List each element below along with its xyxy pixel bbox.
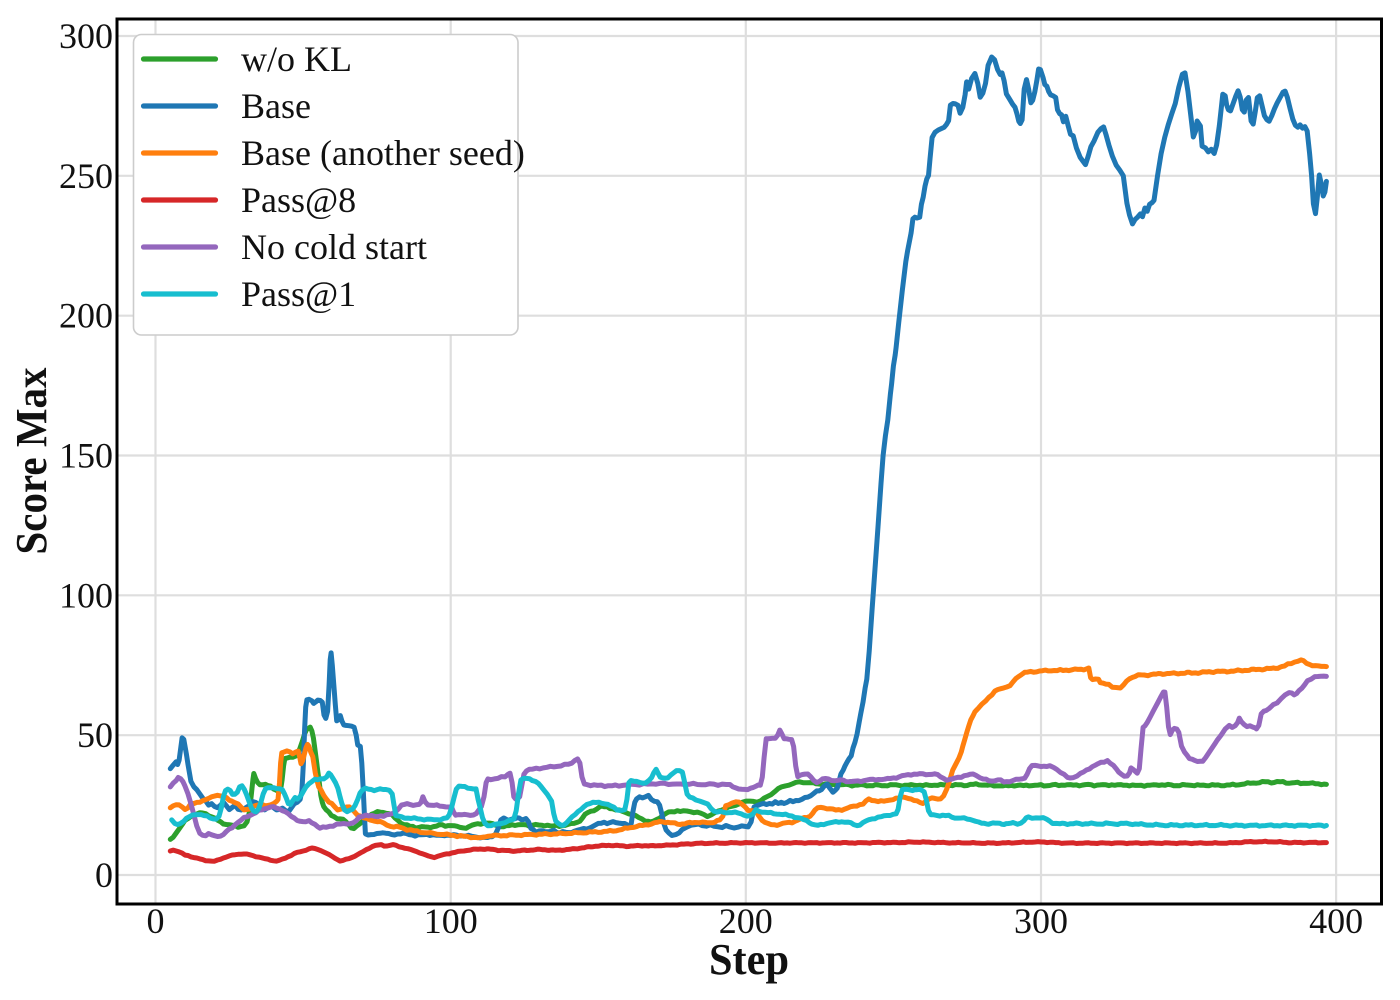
svg-text:Pass@1: Pass@1 — [241, 274, 356, 314]
svg-text:300: 300 — [1014, 901, 1068, 941]
svg-text:w/o KL: w/o KL — [241, 39, 352, 79]
svg-text:Step: Step — [709, 935, 789, 984]
svg-text:0: 0 — [147, 901, 165, 941]
svg-text:50: 50 — [77, 715, 113, 755]
svg-text:250: 250 — [59, 156, 113, 196]
svg-text:No cold start: No cold start — [241, 227, 427, 267]
svg-text:Base: Base — [241, 86, 311, 126]
svg-text:300: 300 — [59, 16, 113, 56]
svg-text:400: 400 — [1309, 901, 1363, 941]
svg-text:200: 200 — [59, 296, 113, 336]
svg-text:0: 0 — [95, 855, 113, 895]
svg-text:Score Max: Score Max — [7, 368, 56, 555]
svg-text:100: 100 — [59, 575, 113, 615]
svg-text:Pass@8: Pass@8 — [241, 180, 356, 220]
svg-text:100: 100 — [424, 901, 478, 941]
svg-text:150: 150 — [59, 436, 113, 476]
svg-text:200: 200 — [719, 901, 773, 941]
svg-text:Base (another seed): Base (another seed) — [241, 133, 525, 173]
